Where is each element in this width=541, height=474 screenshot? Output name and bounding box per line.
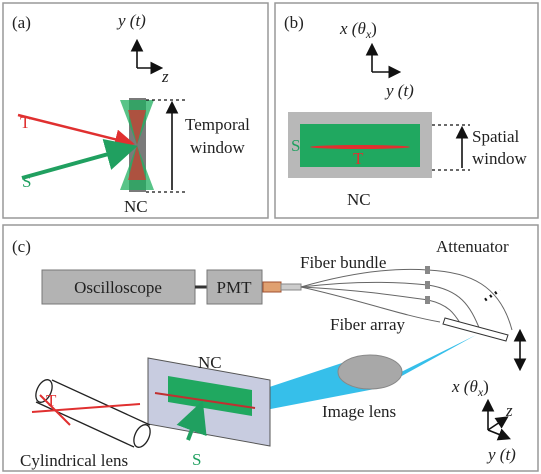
- panel-label: (a): [12, 13, 31, 32]
- cylindrical-lens: [35, 379, 151, 448]
- crystal-label: NC: [347, 190, 371, 209]
- panel-frame: [2, 224, 539, 472]
- panel-a: (a) y (t) z T S Temporal window NC: [2, 2, 269, 219]
- beam-t: [310, 145, 410, 149]
- beam-t: [17, 113, 135, 150]
- oscilloscope: [41, 269, 196, 305]
- beam-s: [21, 139, 138, 180]
- image-lens: [337, 354, 403, 390]
- beam-s: [176, 400, 207, 441]
- signal-label: S: [291, 136, 300, 155]
- signal-beam: [168, 376, 252, 416]
- beam-label: T: [20, 113, 31, 132]
- panel-label: (c): [12, 237, 31, 256]
- axis-label: z: [161, 67, 169, 86]
- axis-label-part: ): [483, 377, 489, 396]
- axis-label: x (θx): [339, 19, 377, 41]
- device-label: Attenuator: [436, 237, 509, 256]
- axis-arrow: [487, 428, 511, 441]
- gate-line: [154, 392, 256, 409]
- window-label: window: [472, 149, 528, 168]
- device-label: Image lens: [322, 402, 396, 421]
- attenuator: [425, 266, 430, 274]
- connector: [280, 283, 302, 291]
- axis-label: y (t): [486, 445, 516, 464]
- panel-label: (b): [284, 13, 304, 32]
- device-label: Fiber bundle: [300, 253, 386, 272]
- window-label: Temporal: [185, 115, 250, 134]
- axis-label-part: x (θ: [339, 19, 366, 38]
- fibers: [300, 268, 513, 331]
- attenuator: [425, 281, 430, 289]
- panel-c: (c) Oscilloscope PMT Fiber bundle Attenu…: [2, 224, 539, 472]
- beam-label: T: [353, 149, 364, 168]
- connector: [262, 281, 282, 293]
- axis-label: z: [505, 401, 513, 420]
- beam-label: T: [46, 391, 57, 410]
- panel-frame: [274, 2, 539, 219]
- axis-label: y (t): [384, 81, 414, 100]
- axis-label-part: x: [365, 27, 372, 41]
- crystal-label: NC: [124, 197, 148, 216]
- axis-label-part: ): [371, 19, 377, 38]
- panel-frame: [2, 2, 269, 219]
- fiber-array: [442, 317, 509, 342]
- axis-label-part: x: [477, 385, 484, 399]
- beam-t: [39, 394, 71, 426]
- device-label: PMT: [217, 278, 253, 297]
- beam-t: [31, 403, 141, 413]
- crystal-label: NC: [198, 353, 222, 372]
- device-label: Oscilloscope: [74, 278, 162, 297]
- pmt: [206, 269, 263, 305]
- beam-label: S: [22, 172, 31, 191]
- window-label: Spatial: [472, 127, 519, 146]
- beam-label: S: [192, 450, 201, 469]
- panel-b: (b) x (θx) y (t) S T Spatial window NC: [274, 2, 539, 219]
- axis-label-part: x (θ: [451, 377, 478, 396]
- window-label: window: [190, 138, 246, 157]
- device-label: Fiber array: [330, 315, 406, 334]
- axis-arrow: [487, 416, 509, 431]
- axis-label: x (θx): [451, 377, 489, 399]
- device-label: Cylindrical lens: [20, 451, 128, 470]
- axis-label: y (t): [116, 11, 146, 30]
- attenuator: [425, 296, 430, 304]
